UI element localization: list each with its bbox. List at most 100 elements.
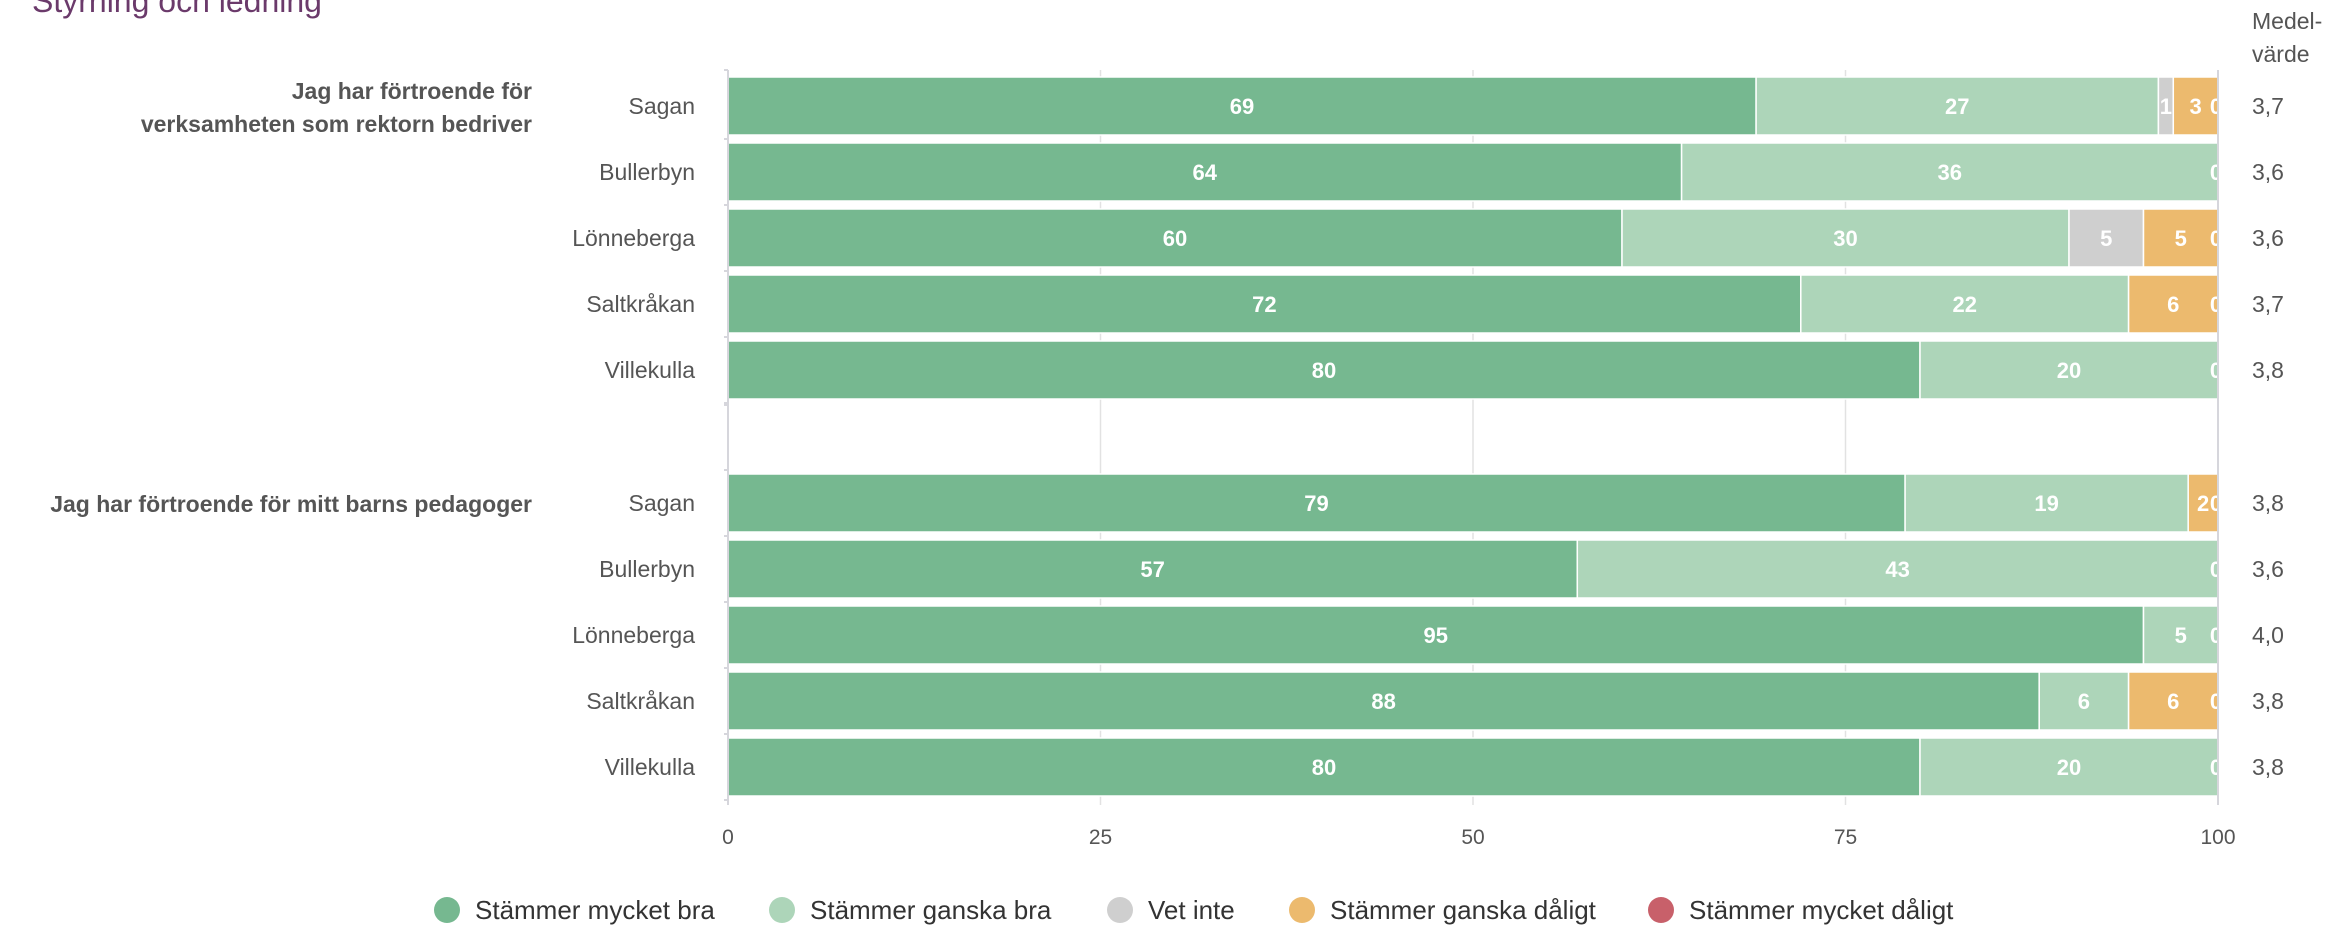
group-label: Jag har förtroende för [292,78,532,104]
bar-value-label: 72 [1252,292,1276,317]
mean-header-line1: Medel- [2252,8,2322,34]
legend-swatch [1289,897,1315,923]
bar-value-label: 5 [2175,226,2187,251]
bar-value-label: 0 [2210,292,2222,317]
category-label: Sagan [628,93,695,119]
mean-value: 3,6 [2252,225,2284,251]
mean-value: 3,7 [2252,93,2284,119]
mean-header-line2: värde [2252,41,2310,67]
bar-segment [1800,274,2130,334]
bar-segment [727,208,1623,268]
bar-value-label: 6 [2167,689,2179,714]
legend-swatch [1107,897,1133,923]
group-label: Jag har förtroende för mitt barns pedago… [50,491,532,517]
x-tick-label: 25 [1089,826,1112,849]
bar-segment [1576,539,2219,599]
bar-value-label: 57 [1140,557,1164,582]
legend: Stämmer mycket bra Stämmer ganska bra Vet … [434,895,1954,925]
bar-segment [1919,737,2219,797]
bar-segment [727,737,1921,797]
bar-value-label: 80 [1312,358,1336,383]
mean-value: 3,8 [2252,490,2284,516]
x-tick-label: 50 [1461,826,1484,849]
bar-segment [727,76,1757,136]
bar-value-label: 79 [1304,491,1328,516]
bar-segment [727,473,1906,533]
mean-value: 3,8 [2252,357,2284,383]
category-label: Villekulla [605,754,696,780]
bar-value-label: 2 [2197,491,2209,516]
legend-label: Vet inte [1148,895,1235,925]
bar-value-label: 3 [2190,94,2202,119]
bar-value-label: 0 [2210,755,2222,780]
legend-label: Stämmer ganska dåligt [1330,895,1597,925]
bar-value-label: 36 [1938,160,1962,185]
bar-value-label: 0 [2210,623,2222,648]
bar-value-label: 0 [2210,94,2222,119]
category-label: Bullerbyn [599,159,695,185]
group-label: verksamheten som rektorn bedriver [141,111,532,137]
bar-segment [727,539,1579,599]
legend-swatch [434,897,460,923]
mean-value: 3,6 [2252,556,2284,582]
legend-label: Stämmer mycket dåligt [1689,895,1954,925]
bar-value-label: 1 [2160,94,2172,119]
bar-value-label: 0 [2210,226,2222,251]
x-axis: 0 25 50 75 100 [722,69,2236,849]
bar-value-label: 88 [1371,689,1395,714]
bar-segment [1755,76,2160,136]
x-tick-label: 75 [1834,826,1857,849]
bar-value-label: 20 [2057,755,2081,780]
bar-value-label: 22 [1952,292,1976,317]
bar-value-label: 43 [1885,557,1909,582]
category-label: Saltkråkan [586,291,695,317]
bar-value-label: 5 [2100,226,2112,251]
legend-swatch [1648,897,1674,923]
bar-segment [2127,274,2219,334]
bar-segment [2142,208,2219,268]
mean-value: 3,8 [2252,754,2284,780]
bar-value-label: 30 [1833,226,1857,251]
bars: 69 27 1 3 064 36 060 30 5 5 072 22 6 080 20 079 19 2 057 43… [727,76,2222,797]
bar-value-label: 95 [1424,623,1448,648]
x-tick-label: 0 [722,826,734,849]
bar-value-label: 0 [2210,557,2222,582]
bar-value-label: 69 [1230,94,1254,119]
bar-segment [727,340,1921,400]
bar-segment [1621,208,2070,268]
bar-value-label: 20 [2057,358,2081,383]
bar-value-label: 0 [2210,358,2222,383]
bar-segment [2068,208,2145,268]
mean-value: 3,8 [2252,688,2284,714]
category-label: Sagan [628,490,695,516]
bar-value-label: 0 [2210,160,2222,185]
bar-value-label: 80 [1312,755,1336,780]
mean-value: 3,7 [2252,291,2284,317]
category-label: Bullerbyn [599,556,695,582]
bar-segment [727,671,2040,731]
bar-segment [2187,473,2219,533]
bar-value-label: 6 [2167,292,2179,317]
bar-value-label: 6 [2078,689,2090,714]
bar-value-label: 64 [1193,160,1218,185]
bar-segment [1919,340,2219,400]
x-tick-label: 100 [2200,826,2235,849]
bar-value-label: 0 [2210,491,2222,516]
bar-value-label: 19 [2034,491,2058,516]
bar-value-label: 5 [2175,623,2187,648]
chart-title: Styrning och ledning [32,0,322,19]
category-label: Villekulla [605,357,696,383]
mean-value: 3,6 [2252,159,2284,185]
legend-swatch [769,897,795,923]
bar-value-label: 27 [1945,94,1969,119]
bar-segment [1904,473,2189,533]
category-label: Lönneberga [572,225,695,251]
category-label: Saltkråkan [586,688,695,714]
category-label: Lönneberga [572,622,695,648]
bar-segment [2038,671,2130,731]
bar-value-label: 60 [1163,226,1187,251]
legend-label: Stämmer mycket bra [475,895,715,925]
legend-label: Stämmer ganska bra [810,895,1052,925]
mean-value: 4,0 [2252,622,2284,648]
